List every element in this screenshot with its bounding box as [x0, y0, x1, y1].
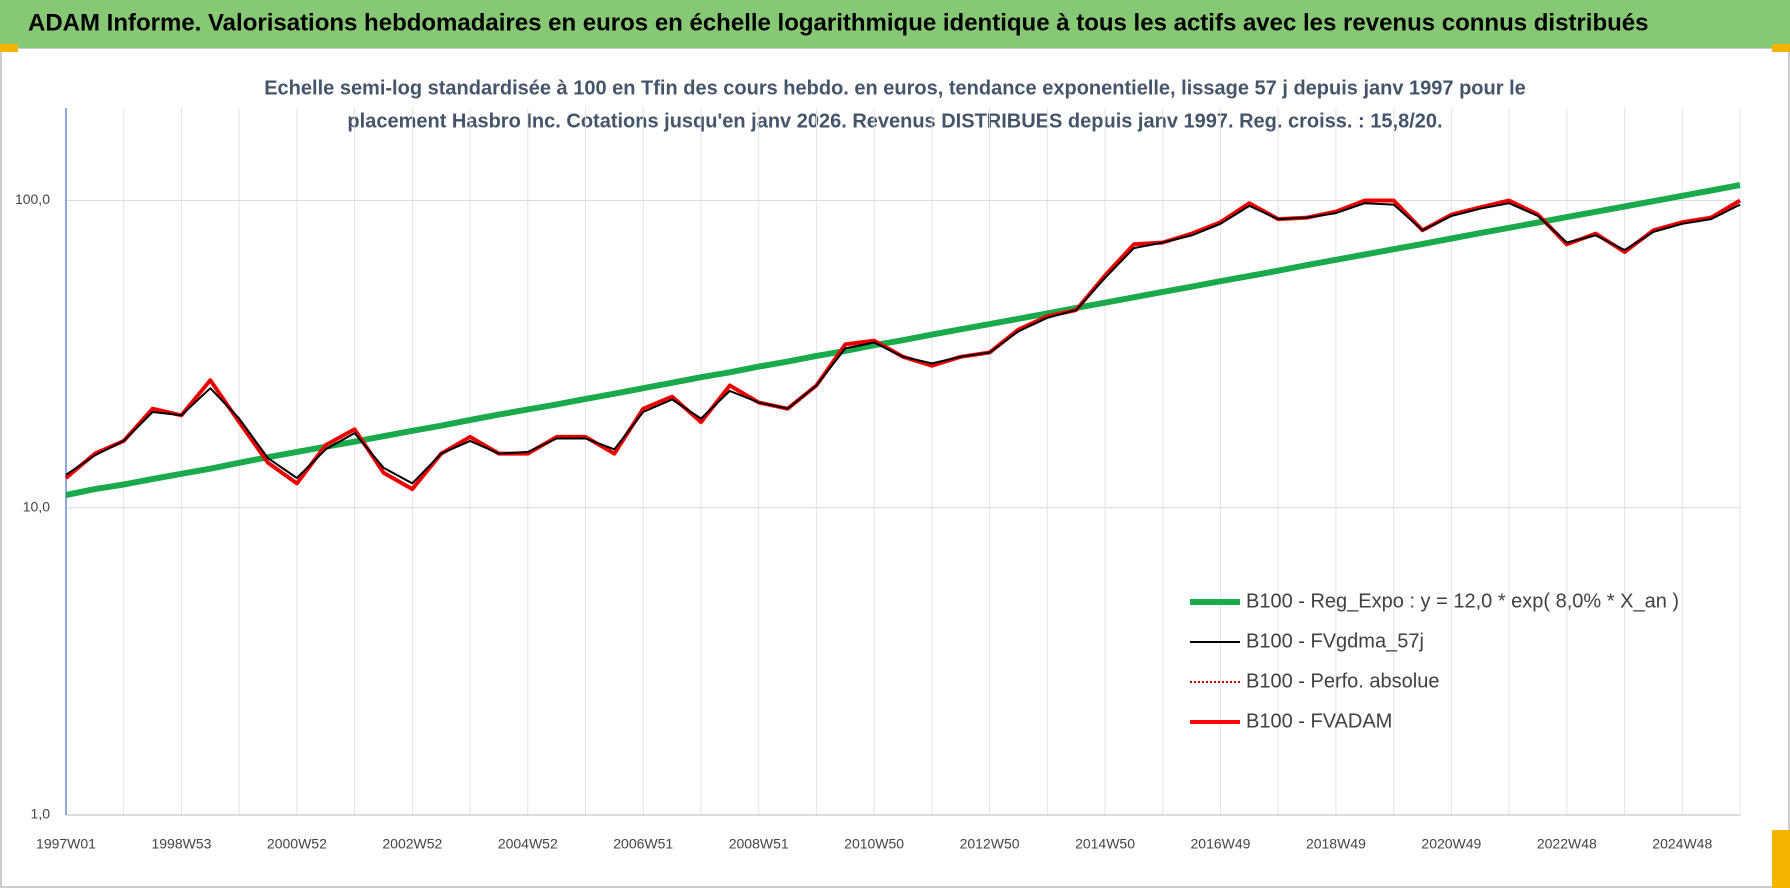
x-tick-label: 2014W50: [1075, 836, 1135, 852]
series-line: [65, 182, 1741, 498]
y-tick-label: 1,0: [31, 806, 51, 822]
x-tick-label: 2006W51: [613, 836, 673, 852]
x-tick-label: 2004W52: [498, 836, 558, 852]
x-tick-label: 2024W48: [1652, 836, 1712, 852]
header-bar: [0, 0, 1790, 48]
corner: [1772, 44, 1790, 52]
legend-label: B100 - Perfo. absolue: [1246, 670, 1439, 692]
legend-label: B100 - FVADAM: [1246, 710, 1392, 732]
x-tick-label: 2008W51: [729, 836, 789, 852]
corner: [1772, 830, 1790, 888]
x-tick-label: 2022W48: [1537, 836, 1597, 852]
chart-subtitle: Echelle semi-log standardisée à 100 en T…: [264, 77, 1526, 99]
series-line: [65, 202, 1741, 485]
x-tick-label: 1997W01: [36, 836, 96, 852]
corner: [0, 44, 18, 52]
x-tick-label: 2020W49: [1421, 836, 1481, 852]
x-tick-label: 2002W52: [382, 836, 442, 852]
x-tick-label: 2016W49: [1191, 836, 1251, 852]
x-tick-label: 2018W49: [1306, 836, 1366, 852]
x-tick-label: 2012W50: [960, 836, 1020, 852]
x-tick-label: 1998W53: [151, 836, 211, 852]
y-tick-label: 100,0: [15, 191, 50, 207]
plot-area: 1,0 10,0 100,0 1997W01 1998W53 2000W52 2002W52…: [15, 108, 1742, 852]
x-tick-label: 2010W50: [844, 836, 904, 852]
y-tick-label: 10,0: [23, 498, 50, 514]
page-title: ADAM Informe. Valorisations hebdomadaire…: [28, 9, 1648, 36]
legend-label: B100 - Reg_Expo : y = 12,0 * exp( 8,0% *…: [1246, 590, 1679, 612]
legend-label: B100 - FVgdma_57j: [1246, 630, 1424, 652]
x-tick-label: 2000W52: [267, 836, 327, 852]
chart-subtitle: placement Hasbro Inc. Cotations jusqu'en…: [347, 110, 1442, 132]
